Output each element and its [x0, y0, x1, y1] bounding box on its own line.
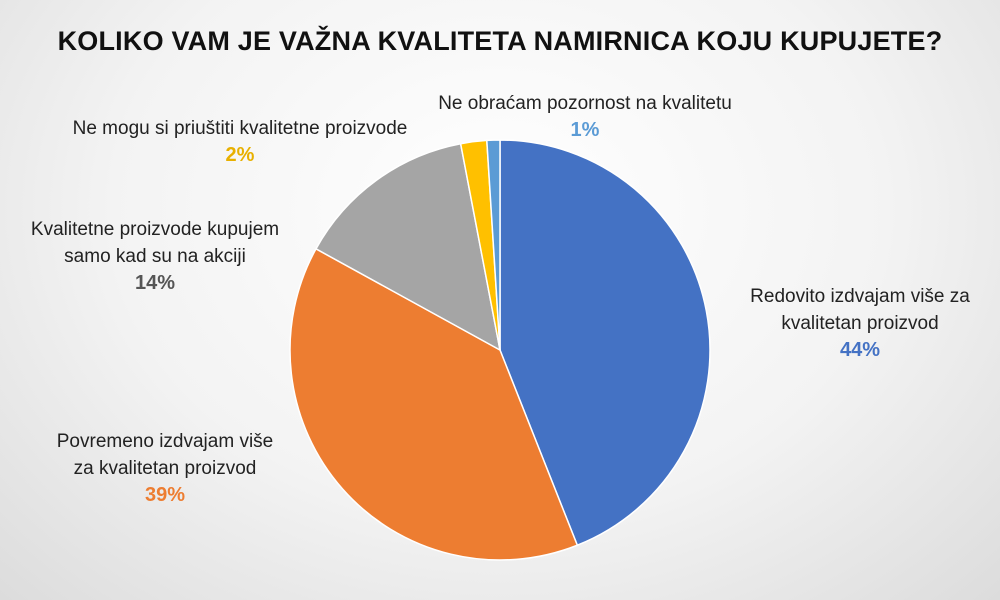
label-text-line: Redovito izdvajam više za [750, 286, 970, 307]
label-text-line: Ne obraćam pozornost na kvalitetu [438, 93, 732, 114]
slice-no-attention [486, 139, 501, 351]
label-text-line: kvalitetan proizvod [781, 313, 939, 334]
slice-occasional [289, 247, 579, 561]
slice-label-cannot-afford: Ne mogu si priuštiti kvalitetne proizvod… [60, 115, 420, 169]
percent-label: 39% [144, 484, 186, 506]
slice-label-on-sale: Kvalitetne proizvode kupujem samo kad su… [5, 216, 305, 297]
slice-label-no-attention: Ne obraćam pozornost na kvalitetu 1% [420, 90, 750, 144]
percent-label: 14% [134, 272, 176, 294]
label-text-line: Ne mogu si priuštiti kvalitetne proizvod… [72, 118, 408, 139]
label-text-line: za kvalitetan proizvod [73, 458, 257, 479]
percent-label: 2% [225, 144, 255, 166]
slice-regular [499, 139, 711, 547]
slice-label-regular: Redovito izdvajam više za kvalitetan pro… [745, 283, 975, 364]
percent-label: 1% [570, 119, 600, 141]
slice-on-sale [314, 142, 502, 352]
percent-label: 44% [839, 339, 881, 361]
label-text-line: Kvalitetne proizvode kupujem [30, 219, 280, 240]
label-text-line: Povremeno izdvajam više [56, 431, 274, 452]
label-text-line: samo kad su na akciji [64, 246, 246, 267]
slice-label-occasional: Povremeno izdvajam više za kvalitetan pr… [45, 428, 285, 509]
chart-title: KOLIKO VAM JE VAŽNA KVALITETA NAMIRNICA … [57, 26, 943, 56]
